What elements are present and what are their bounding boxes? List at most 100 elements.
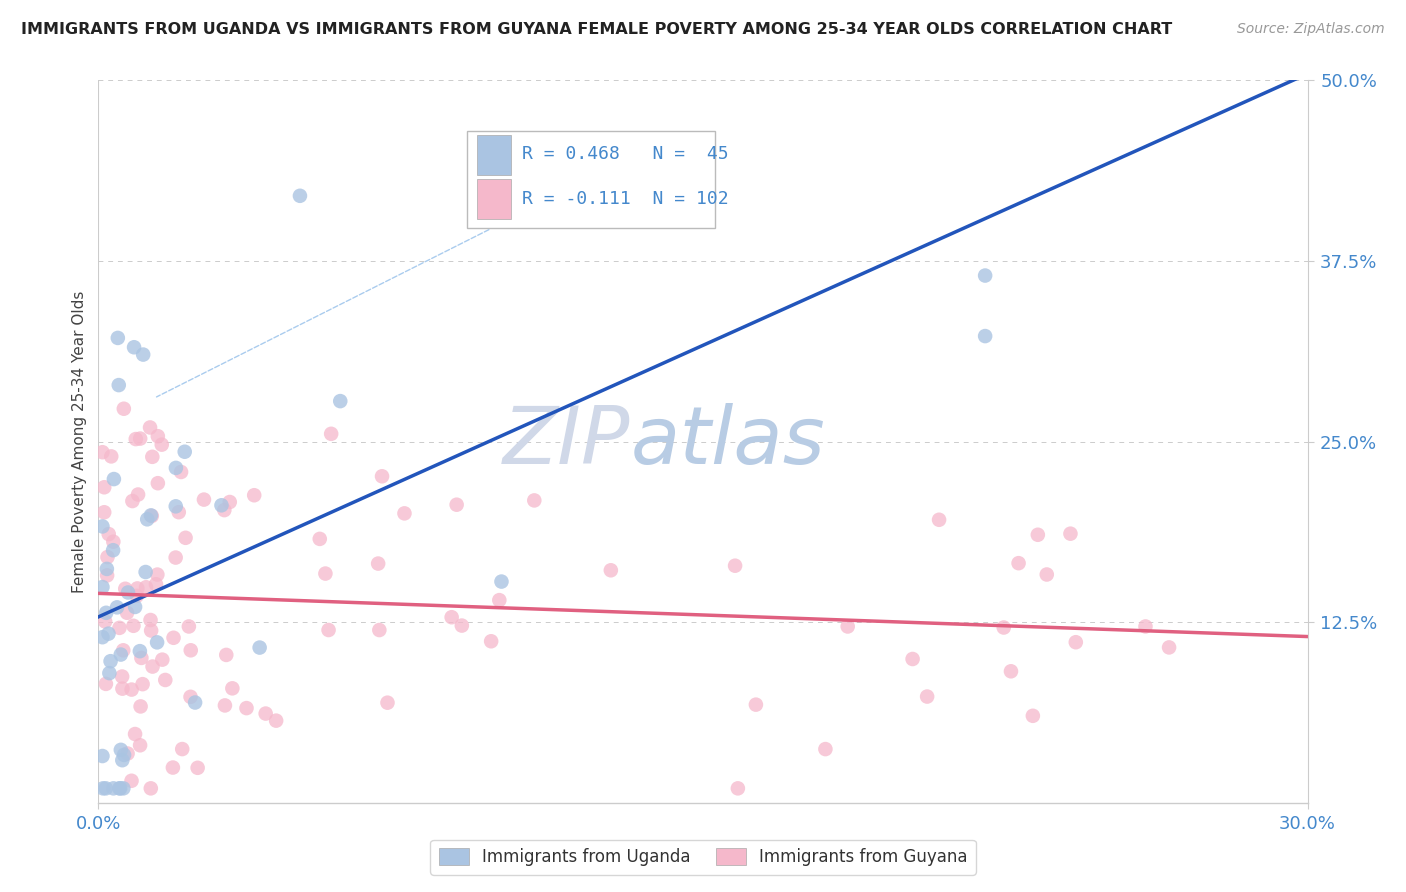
- Point: [115, 606, 138, 620]
- Point: [211, 498, 233, 512]
- Point: [105, 600, 128, 615]
- Point: [491, 574, 513, 589]
- Point: [94, 781, 117, 796]
- Point: [135, 580, 157, 594]
- Text: atlas: atlas: [630, 402, 825, 481]
- Point: [193, 492, 215, 507]
- Point: [377, 696, 399, 710]
- Point: [155, 673, 177, 687]
- Point: [91, 781, 114, 796]
- Text: R = -0.111  N = 102: R = -0.111 N = 102: [522, 190, 728, 208]
- Point: [139, 781, 162, 796]
- Point: [96, 606, 118, 620]
- Point: [103, 472, 125, 486]
- Text: ZIP: ZIP: [503, 402, 630, 481]
- Point: [112, 781, 135, 796]
- Point: [974, 329, 997, 343]
- Point: [394, 507, 416, 521]
- Point: [180, 643, 202, 657]
- Point: [450, 618, 472, 632]
- Point: [221, 681, 243, 696]
- Point: [162, 760, 184, 774]
- Point: [173, 444, 195, 458]
- Point: [125, 589, 148, 603]
- Point: [93, 480, 115, 494]
- Point: [110, 743, 132, 757]
- Point: [928, 513, 950, 527]
- Point: [724, 558, 747, 573]
- Point: [117, 585, 139, 599]
- Point: [214, 503, 236, 517]
- Point: [1036, 567, 1059, 582]
- Point: [993, 620, 1015, 634]
- Point: [131, 651, 153, 665]
- Point: [174, 531, 197, 545]
- Point: [117, 747, 139, 761]
- Point: [139, 508, 162, 523]
- Point: [98, 666, 121, 681]
- Point: [128, 644, 150, 658]
- Point: [146, 567, 169, 582]
- Point: [1007, 556, 1029, 570]
- Point: [107, 331, 129, 345]
- Point: [165, 461, 187, 475]
- Point: [329, 394, 352, 409]
- Point: [100, 654, 122, 668]
- Point: [727, 781, 749, 796]
- Point: [91, 519, 114, 533]
- Point: [141, 508, 163, 523]
- Point: [974, 268, 997, 283]
- Point: [121, 773, 143, 788]
- Point: [901, 652, 924, 666]
- Point: [146, 476, 169, 491]
- Point: [96, 562, 118, 576]
- Text: R = 0.468   N =  45: R = 0.468 N = 45: [522, 145, 728, 163]
- Point: [127, 487, 149, 501]
- FancyBboxPatch shape: [477, 135, 510, 175]
- Point: [141, 450, 163, 464]
- Point: [218, 495, 240, 509]
- Point: [165, 500, 187, 514]
- Point: [1059, 526, 1081, 541]
- Point: [112, 401, 135, 416]
- Point: [114, 582, 136, 596]
- Point: [111, 681, 134, 696]
- Point: [479, 634, 502, 648]
- Point: [142, 659, 165, 673]
- Point: [112, 643, 135, 657]
- Point: [94, 677, 117, 691]
- Point: [1064, 635, 1087, 649]
- Point: [446, 498, 468, 512]
- Point: [915, 690, 938, 704]
- Point: [180, 690, 202, 704]
- Point: [837, 619, 859, 633]
- Point: [214, 698, 236, 713]
- Point: [108, 781, 131, 796]
- Point: [215, 648, 238, 662]
- Point: [145, 577, 167, 591]
- Point: [367, 557, 389, 571]
- Point: [1157, 640, 1180, 655]
- Point: [314, 566, 336, 581]
- Point: [599, 563, 621, 577]
- Point: [108, 621, 131, 635]
- Point: [94, 615, 117, 629]
- Point: [288, 189, 311, 203]
- Point: [146, 429, 169, 443]
- Point: [97, 626, 120, 640]
- Point: [243, 488, 266, 502]
- Point: [122, 340, 145, 354]
- Point: [1022, 708, 1045, 723]
- Point: [96, 568, 118, 582]
- Point: [91, 580, 114, 594]
- Point: [146, 635, 169, 649]
- Point: [112, 747, 135, 762]
- Point: [91, 749, 114, 764]
- Point: [1000, 665, 1022, 679]
- Point: [150, 437, 173, 451]
- Point: [235, 701, 257, 715]
- Point: [124, 599, 146, 614]
- Point: [135, 565, 157, 579]
- Point: [167, 505, 190, 519]
- Point: [162, 631, 184, 645]
